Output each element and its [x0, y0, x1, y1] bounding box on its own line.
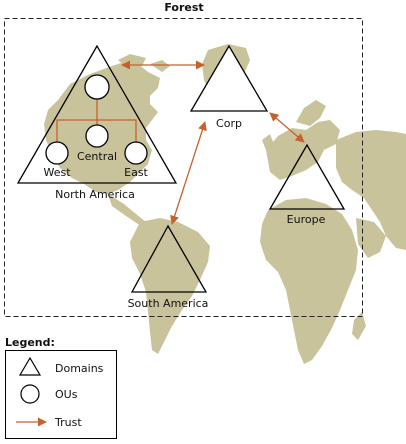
domain-south-america: South America — [128, 224, 209, 310]
ou-links — [56, 99, 137, 142]
map-arabia — [356, 218, 386, 258]
trust-links — [121, 60, 305, 225]
domain-europe: Europe — [268, 143, 346, 226]
ou-label-central: Central — [77, 150, 117, 163]
map-south-america — [130, 218, 210, 354]
ou-circle-east — [124, 141, 148, 165]
legend: Legend: Domains OUs Trust — [5, 336, 117, 439]
domain-label-corp: Corp — [216, 117, 242, 130]
ou-circle-root — [84, 74, 110, 100]
domain-triangle-north-america — [16, 44, 178, 184]
forest-boundary — [4, 18, 363, 317]
ou-link-branch — [56, 119, 137, 142]
map-europe — [266, 120, 340, 180]
map-central-america — [108, 194, 146, 224]
map-asia — [336, 130, 406, 250]
ou-label-east: East — [124, 166, 148, 179]
trust-arrow-corp-south-america — [170, 121, 207, 225]
domain-label-south-america: South America — [128, 297, 209, 310]
legend-label-ous: OUs — [55, 388, 78, 401]
legend-label-trust: Trust — [54, 416, 82, 429]
domain-triangle-europe — [268, 143, 346, 210]
forest-title: Forest — [164, 1, 203, 14]
legend-title: Legend: — [5, 336, 55, 349]
ou-circle-west — [45, 141, 69, 165]
triangle-icon — [18, 356, 42, 376]
legend-box — [5, 350, 117, 439]
domain-north-america: Central West East North America — [16, 44, 178, 201]
domain-label-north-america: North America — [55, 188, 135, 201]
ou-label-west: West — [43, 166, 71, 179]
legend-label-domains: Domains — [55, 362, 104, 375]
domain-corp: Corp — [189, 44, 269, 130]
map-madagascar — [352, 312, 366, 340]
domain-triangle-corp — [189, 44, 269, 112]
map-africa — [260, 198, 358, 364]
domain-triangle-south-america — [130, 224, 208, 293]
domain-label-europe: Europe — [287, 213, 326, 226]
world-map — [44, 44, 406, 364]
circle-icon — [20, 384, 40, 404]
ou-circle-central — [85, 124, 109, 148]
trust-arrow-corp-europe — [269, 112, 305, 143]
